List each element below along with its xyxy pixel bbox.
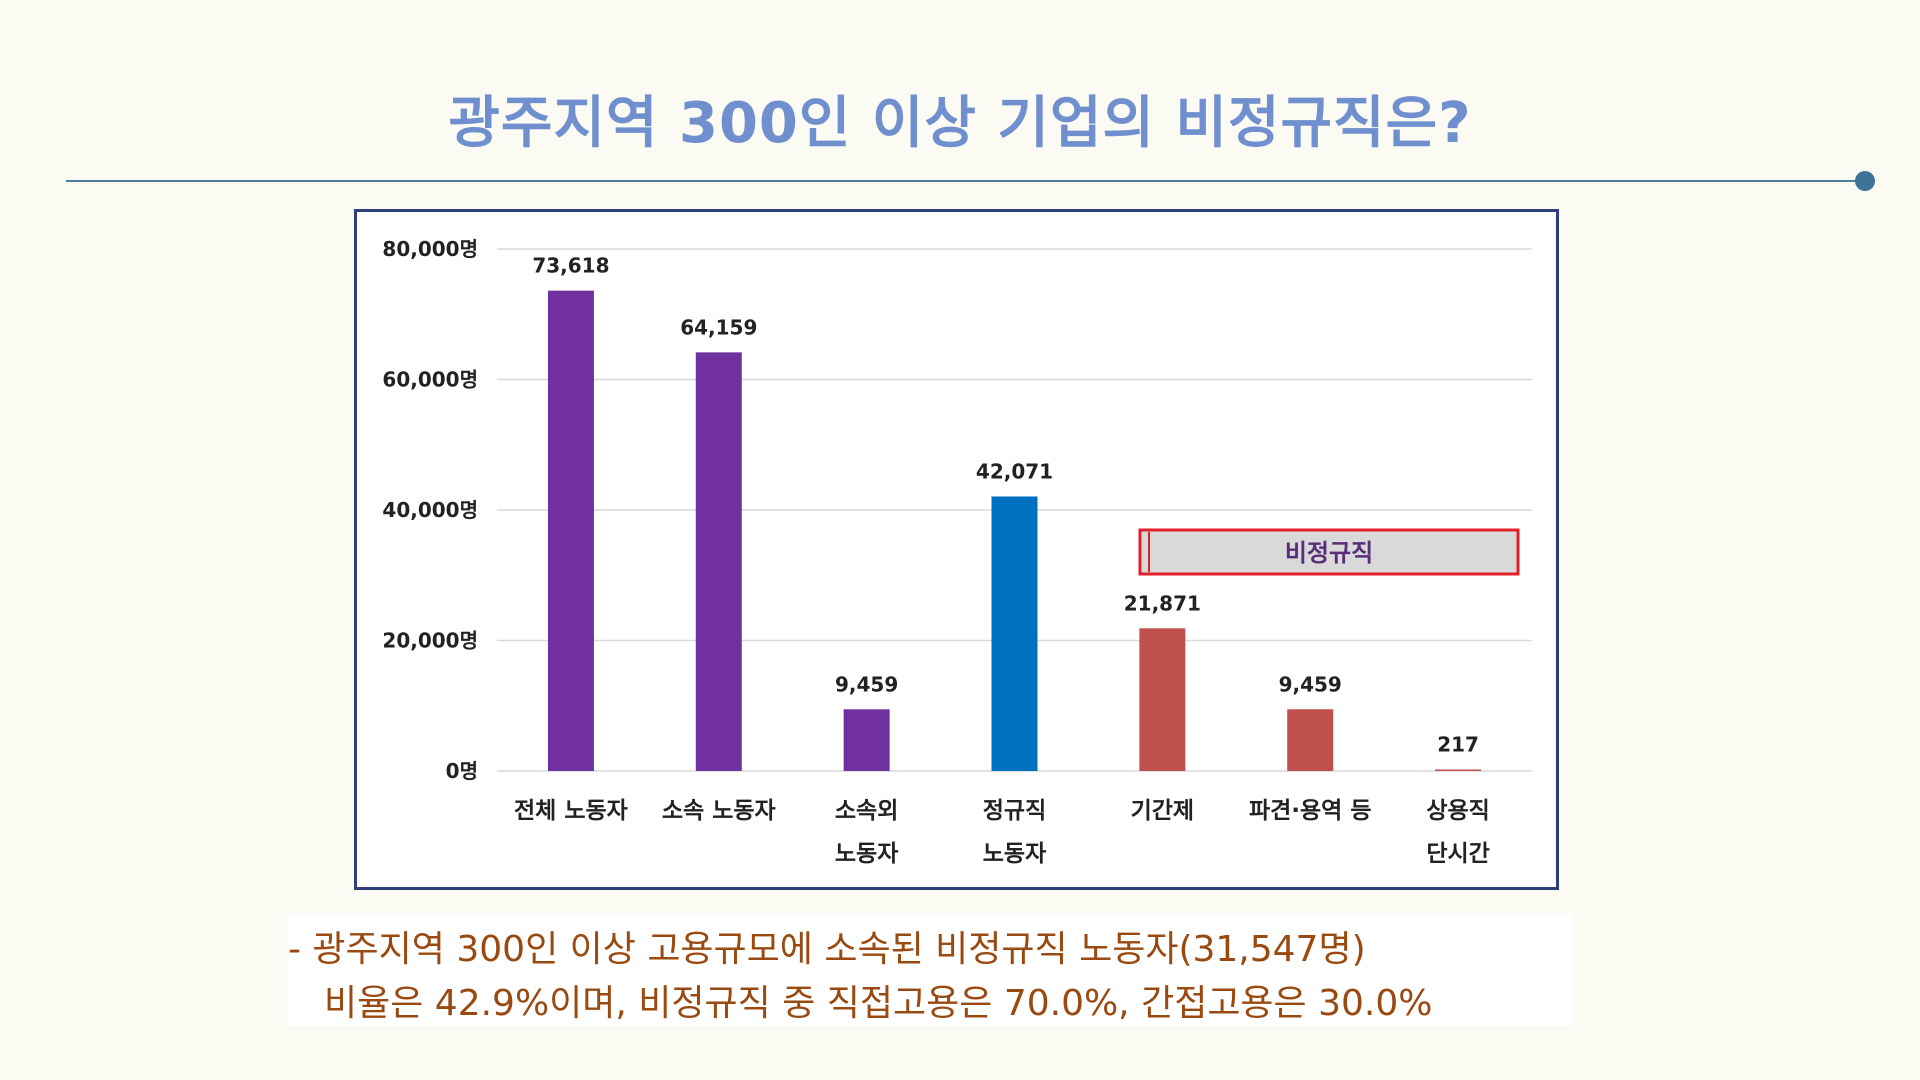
y-tick-label: 0명: [446, 759, 478, 783]
bar: [991, 496, 1038, 771]
data-label: 42,071: [976, 459, 1053, 483]
category-label: 기간제: [1131, 798, 1194, 824]
caption-line-1: - 광주지역 300인 이상 고용규모에 소속된 비정규직 노동자(31,547…: [288, 929, 1366, 970]
chart-frame: 0명 20,000명 40,000명 60,000명 80,000명 73,618 전체 노…: [354, 209, 1559, 890]
annotation-box: [1138, 528, 1520, 576]
y-tick-label: 40,000명: [382, 498, 478, 522]
caption-box: - 광주지역 300인 이상 고용규모에 소속된 비정규직 노동자(31,547…: [288, 914, 1572, 1026]
data-label: 217: [1437, 733, 1479, 757]
category-label: 노동자: [983, 841, 1046, 867]
category-label: 노동자: [835, 841, 898, 867]
data-label: 73,618: [532, 254, 609, 278]
data-label: 21,871: [1124, 591, 1201, 615]
annotation-label: 비정규직: [1285, 539, 1373, 567]
category-label: 전체 노동자: [514, 798, 628, 824]
bar: [547, 290, 594, 771]
data-label: 9,459: [1279, 672, 1342, 696]
bar-chart: 0명 20,000명 40,000명 60,000명 80,000명 73,618 전체 노…: [382, 237, 1532, 867]
caption-line-2: 비율은 42.9%이며, 비정규직 중 직접고용은 70.0%, 간접고용은 3…: [324, 983, 1433, 1024]
y-tick-label: 80,000명: [382, 237, 478, 261]
data-label: 9,459: [835, 672, 898, 696]
bar: [1287, 709, 1334, 771]
category-label: 파견·용역 등: [1249, 798, 1372, 824]
category-label: 상용직: [1426, 798, 1489, 824]
y-tick-label: 60,000명: [382, 368, 478, 392]
data-label: 64,159: [680, 315, 757, 339]
bar: [1139, 628, 1186, 771]
category-label: 소속 노동자: [662, 798, 776, 824]
category-label: 단시간: [1426, 841, 1489, 867]
bar: [1435, 769, 1482, 771]
title-divider: [66, 180, 1866, 182]
category-label: 정규직: [983, 798, 1046, 824]
bar: [843, 709, 890, 771]
bar: [695, 352, 742, 771]
divider-dot: [1855, 171, 1875, 191]
page-title: 광주지역 300인 이상 기업의 비정규직은?: [448, 91, 1472, 156]
category-label: 소속외: [835, 798, 898, 824]
y-tick-label: 20,000명: [382, 629, 478, 653]
